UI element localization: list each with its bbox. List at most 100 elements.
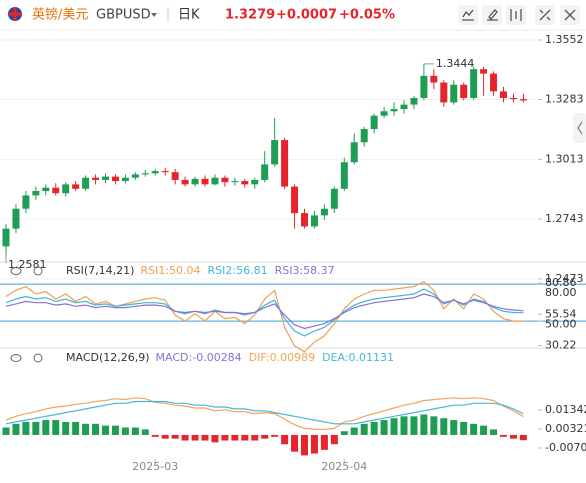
candle-body xyxy=(52,187,60,194)
macd-bar xyxy=(410,416,418,435)
y-tick-label: 0.00321 xyxy=(545,422,586,435)
macd-bar xyxy=(102,425,109,435)
macd-bar xyxy=(42,420,50,435)
legend-entry: DEA:0.01131 xyxy=(322,351,394,364)
candle-body xyxy=(201,178,209,185)
y-tick-label: 30.22 xyxy=(545,338,577,351)
macd-bar xyxy=(430,416,438,435)
macd-bar xyxy=(2,427,10,435)
candle-body xyxy=(320,208,328,216)
candle-body xyxy=(241,181,249,185)
candle-body xyxy=(460,84,468,98)
y-tick-label: 80.00 xyxy=(545,286,577,299)
candle-body xyxy=(42,187,50,192)
candle-body xyxy=(211,177,219,185)
macd-bar xyxy=(181,434,189,441)
macd-bar xyxy=(330,434,338,445)
candle-body xyxy=(131,174,139,178)
candle-body xyxy=(380,111,388,116)
panel-icons[interactable] xyxy=(10,266,43,363)
indicator-line xyxy=(5,288,524,337)
candle-body xyxy=(500,91,507,98)
tool-button[interactable] xyxy=(482,5,502,25)
candle-body xyxy=(2,228,10,247)
tool-icons xyxy=(462,9,576,21)
macd-bar xyxy=(131,427,139,435)
macd-bar xyxy=(22,421,30,435)
candle-body xyxy=(221,177,229,183)
macd-bar xyxy=(211,434,219,443)
candle-body xyxy=(121,177,129,182)
change-pct: +0.05% xyxy=(339,8,395,23)
candle-body xyxy=(410,97,418,105)
macd-bar xyxy=(171,434,179,439)
y-tick-label: 0.01342 xyxy=(545,403,586,416)
macd-bar xyxy=(62,421,70,435)
legend-entry: DIF:0.00989 xyxy=(249,351,315,364)
y-tick-label: 1.3552 xyxy=(545,33,584,46)
symbol[interactable]: GBPUSD xyxy=(96,8,151,23)
legend-entry: RSI2:56.81 xyxy=(208,264,268,277)
candle-body xyxy=(390,109,398,112)
indicator-title: RSI(7,14,21) xyxy=(66,264,134,277)
candle-body xyxy=(310,215,318,227)
candle-body xyxy=(480,69,488,74)
candle-body xyxy=(151,171,159,174)
indicator-line xyxy=(5,293,524,330)
macd-bar xyxy=(320,434,328,450)
pair-name[interactable]: 英镑/美元 xyxy=(32,7,88,23)
macd-bar xyxy=(301,434,308,456)
macd-line xyxy=(5,400,524,425)
candle-body xyxy=(231,181,239,183)
macd-bar xyxy=(500,434,507,437)
dropdown-arrow[interactable] xyxy=(151,13,157,17)
macd-bar xyxy=(281,434,289,445)
candle-body xyxy=(490,73,498,92)
macd-line xyxy=(5,397,524,430)
candle-body xyxy=(281,140,289,187)
macd-bar xyxy=(420,414,428,435)
candle-body xyxy=(32,191,40,196)
macd-bar xyxy=(490,429,498,435)
macd-bar xyxy=(480,425,488,435)
macd-bar xyxy=(460,421,468,435)
legend-entry: RSI3:58.37 xyxy=(275,264,335,277)
macd-bar xyxy=(450,420,458,435)
macd-bar xyxy=(221,434,229,441)
candle-body xyxy=(420,75,428,98)
macd-bar xyxy=(52,420,60,435)
macd-bar xyxy=(82,423,90,435)
y-tick-label: 1.2473 xyxy=(545,272,584,285)
macd-bar xyxy=(509,434,517,439)
macd-bar xyxy=(231,434,239,441)
candle-body xyxy=(191,178,199,185)
macd-bar xyxy=(201,434,209,441)
side-toggle[interactable] xyxy=(573,113,586,143)
macd-bar xyxy=(310,434,318,454)
indicator-line xyxy=(5,280,524,353)
candle-body xyxy=(111,176,119,182)
macd-bar xyxy=(370,421,378,435)
candle-body xyxy=(450,84,458,103)
macd-bar xyxy=(121,427,129,435)
macd-bar xyxy=(390,418,398,435)
y-tick-label: 1.3013 xyxy=(545,152,584,165)
period[interactable]: 日K xyxy=(178,8,200,23)
y-tick-label: 80.86 xyxy=(545,276,577,289)
macd-bar xyxy=(261,434,269,439)
macd-bar xyxy=(92,423,100,435)
tool-button[interactable] xyxy=(458,5,478,25)
macd-bar xyxy=(32,421,40,435)
candle-body xyxy=(301,213,308,227)
y-tick-label: 55.54 xyxy=(545,307,577,320)
candle-body xyxy=(261,164,269,180)
candle-body xyxy=(360,128,368,143)
macd-bar xyxy=(440,418,448,435)
candle-body xyxy=(509,97,517,100)
candle-body xyxy=(430,75,438,83)
candle-body xyxy=(92,177,100,180)
max-label: 1.3444 xyxy=(436,57,475,70)
candle-body xyxy=(22,195,30,209)
